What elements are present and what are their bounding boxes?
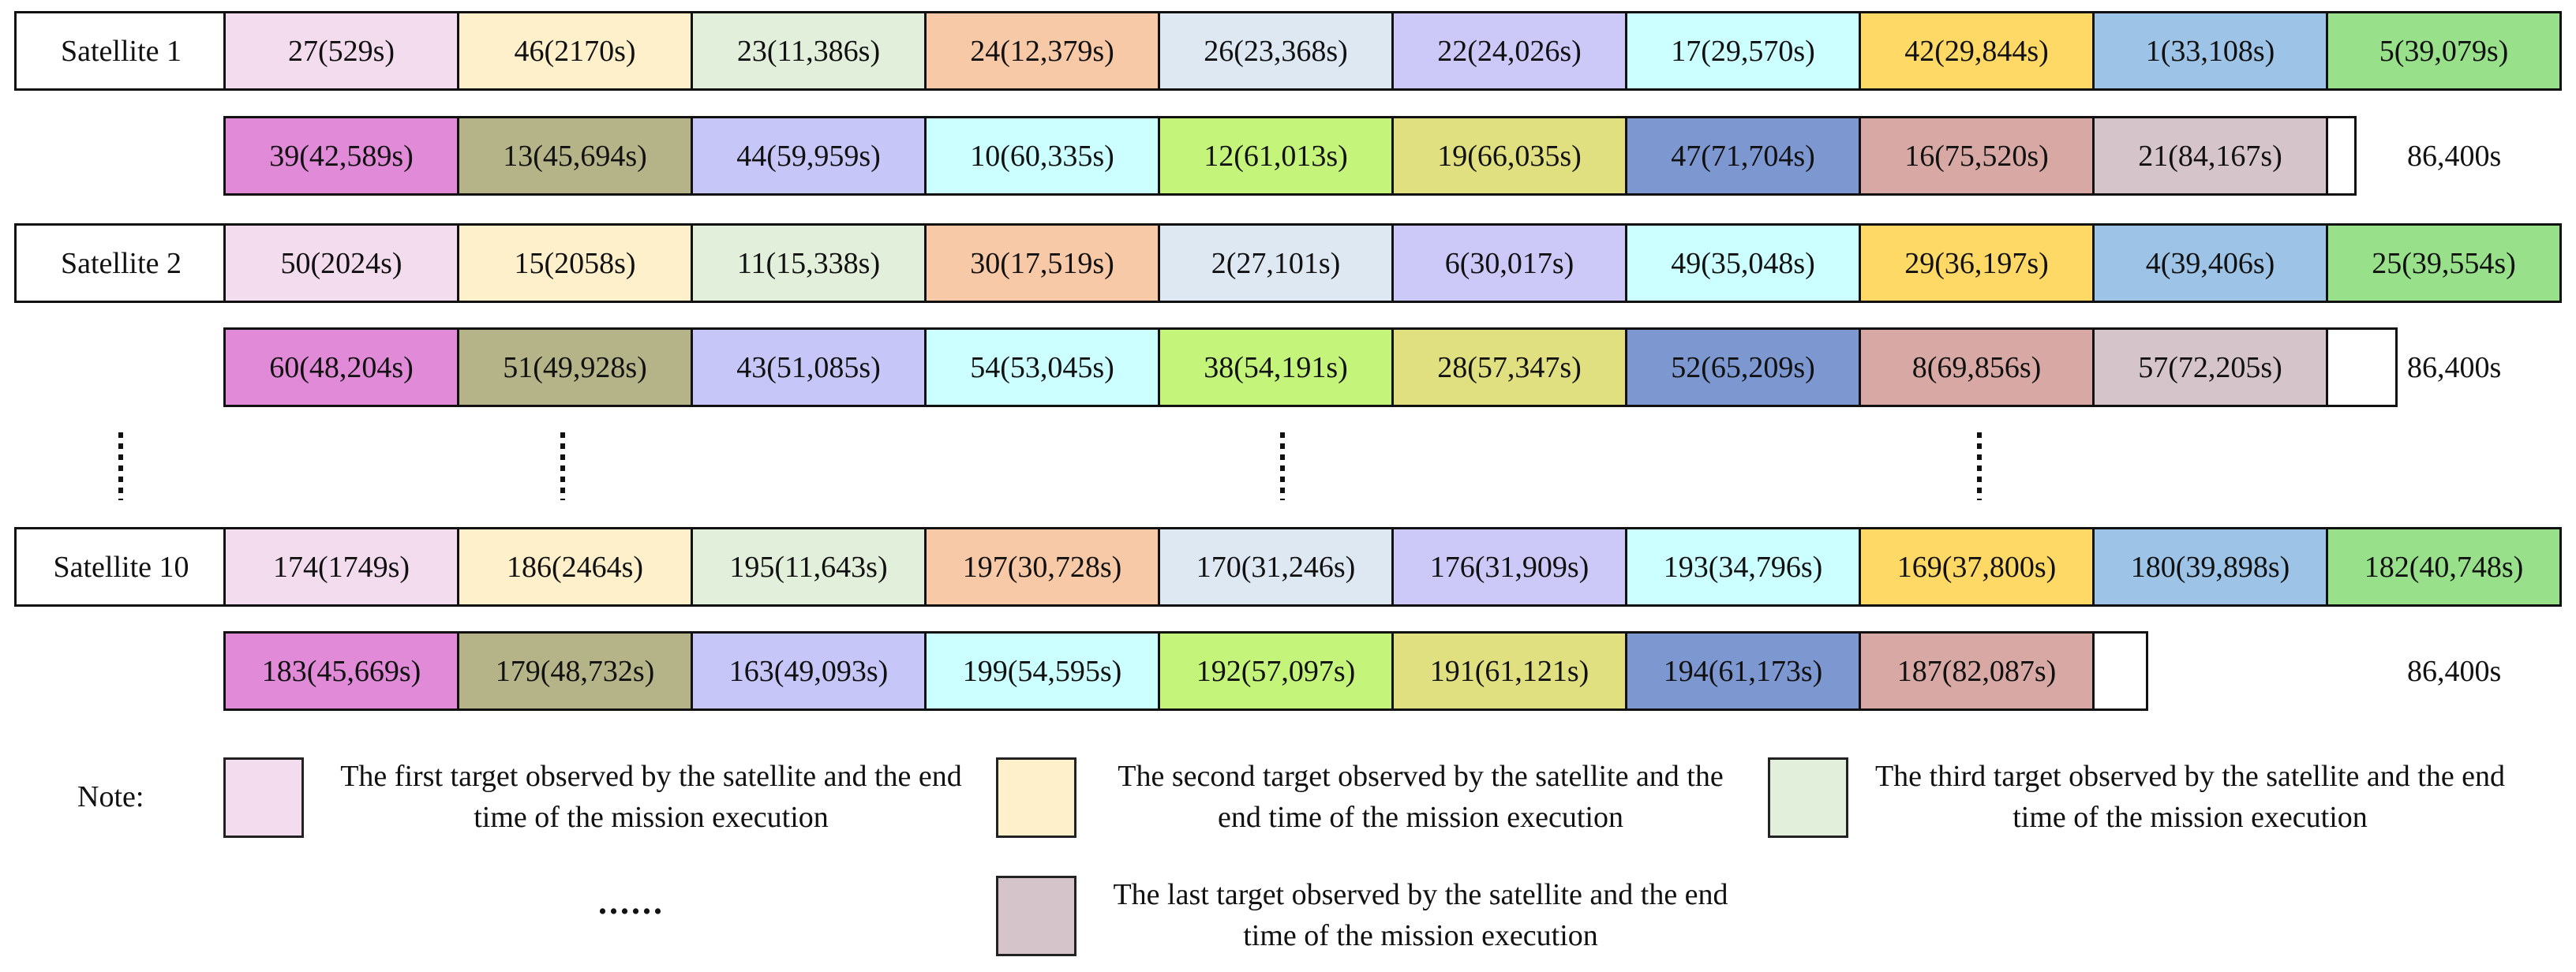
task-cell: 30(17,519s)	[924, 223, 1160, 303]
task-cell: 1(33,108s)	[2092, 11, 2328, 91]
task-cell: 17(29,570s)	[1625, 11, 1861, 91]
vertical-ellipsis	[1280, 432, 1285, 500]
legend-ellipsis: ......	[598, 883, 665, 922]
end-time-label: 86,400s	[2407, 350, 2502, 384]
task-cell: 50(2024s)	[223, 223, 459, 303]
task-cell: 194(61,173s)	[1625, 631, 1861, 711]
task-cell: 39(42,589s)	[223, 116, 459, 196]
task-cell: 29(36,197s)	[1859, 223, 2095, 303]
task-cell: 15(2058s)	[457, 223, 693, 303]
task-cell: 52(65,209s)	[1625, 327, 1861, 407]
task-cell: 183(45,669s)	[223, 631, 459, 711]
task-cell: 54(53,045s)	[924, 327, 1160, 407]
task-cell: 42(29,844s)	[1859, 11, 2095, 91]
task-cell: 47(71,704s)	[1625, 116, 1861, 196]
task-cell: 163(49,093s)	[691, 631, 927, 711]
task-cell: 8(69,856s)	[1859, 327, 2095, 407]
task-cell: 19(66,035s)	[1391, 116, 1627, 196]
task-cell: 22(24,026s)	[1391, 11, 1627, 91]
task-cell: 43(51,085s)	[691, 327, 927, 407]
task-cell: 4(39,406s)	[2092, 223, 2328, 303]
task-cell: 2(27,101s)	[1158, 223, 1394, 303]
task-cell: 169(37,800s)	[1859, 527, 2095, 607]
task-cell: 16(75,520s)	[1859, 116, 2095, 196]
task-cell: 187(82,087s)	[1859, 631, 2095, 711]
end-time-box	[2326, 116, 2357, 196]
task-cell: 60(48,204s)	[223, 327, 459, 407]
satellite-label: Satellite 1	[14, 11, 228, 91]
task-cell: 176(31,909s)	[1391, 527, 1627, 607]
task-cell: 26(23,368s)	[1158, 11, 1394, 91]
task-cell: 51(49,928s)	[457, 327, 693, 407]
legend-text: The third target observed by the satelli…	[1874, 760, 2506, 834]
legend-swatch	[996, 757, 1076, 838]
task-cell: 24(12,379s)	[924, 11, 1160, 91]
task-cell: 191(61,121s)	[1391, 631, 1627, 711]
task-cell: 180(39,898s)	[2092, 527, 2328, 607]
task-cell: 10(60,335s)	[924, 116, 1160, 196]
task-cell: 192(57,097s)	[1158, 631, 1394, 711]
task-cell: 21(84,167s)	[2092, 116, 2328, 196]
task-cell: 49(35,048s)	[1625, 223, 1861, 303]
end-time-label: 86,400s	[2407, 139, 2502, 173]
end-time-box	[2326, 327, 2398, 407]
legend-swatch	[1768, 757, 1848, 838]
vertical-ellipsis	[560, 432, 565, 500]
legend-swatch	[223, 757, 304, 838]
task-cell: 179(48,732s)	[457, 631, 693, 711]
task-cell: 5(39,079s)	[2326, 11, 2562, 91]
legend-text: The first target observed by the satelli…	[340, 760, 962, 834]
note-label: Note:	[77, 780, 144, 813]
end-time-label: 86,400s	[2407, 654, 2502, 688]
legend-text: The last target observed by the satellit…	[1113, 878, 1728, 952]
task-cell: 170(31,246s)	[1158, 527, 1394, 607]
task-cell: 199(54,595s)	[924, 631, 1160, 711]
task-cell: 186(2464s)	[457, 527, 693, 607]
task-cell: 57(72,205s)	[2092, 327, 2328, 407]
task-cell: 182(40,748s)	[2326, 527, 2562, 607]
task-cell: 27(529s)	[223, 11, 459, 91]
task-cell: 6(30,017s)	[1391, 223, 1627, 303]
legend-text: The second target observed by the satell…	[1118, 760, 1724, 834]
task-cell: 197(30,728s)	[924, 527, 1160, 607]
task-cell: 12(61,013s)	[1158, 116, 1394, 196]
task-cell: 46(2170s)	[457, 11, 693, 91]
end-time-box	[2092, 631, 2148, 711]
satellite-label: Satellite 10	[14, 527, 228, 607]
satellite-label: Satellite 2	[14, 223, 228, 303]
legend-swatch	[996, 876, 1076, 956]
task-cell: 174(1749s)	[223, 527, 459, 607]
vertical-ellipsis	[118, 432, 123, 500]
task-cell: 23(11,386s)	[691, 11, 927, 91]
task-cell: 11(15,338s)	[691, 223, 927, 303]
task-cell: 13(45,694s)	[457, 116, 693, 196]
task-cell: 195(11,643s)	[691, 527, 927, 607]
vertical-ellipsis	[1977, 432, 1982, 500]
task-cell: 25(39,554s)	[2326, 223, 2562, 303]
task-cell: 38(54,191s)	[1158, 327, 1394, 407]
task-cell: 44(59,959s)	[691, 116, 927, 196]
task-cell: 28(57,347s)	[1391, 327, 1627, 407]
task-cell: 193(34,796s)	[1625, 527, 1861, 607]
